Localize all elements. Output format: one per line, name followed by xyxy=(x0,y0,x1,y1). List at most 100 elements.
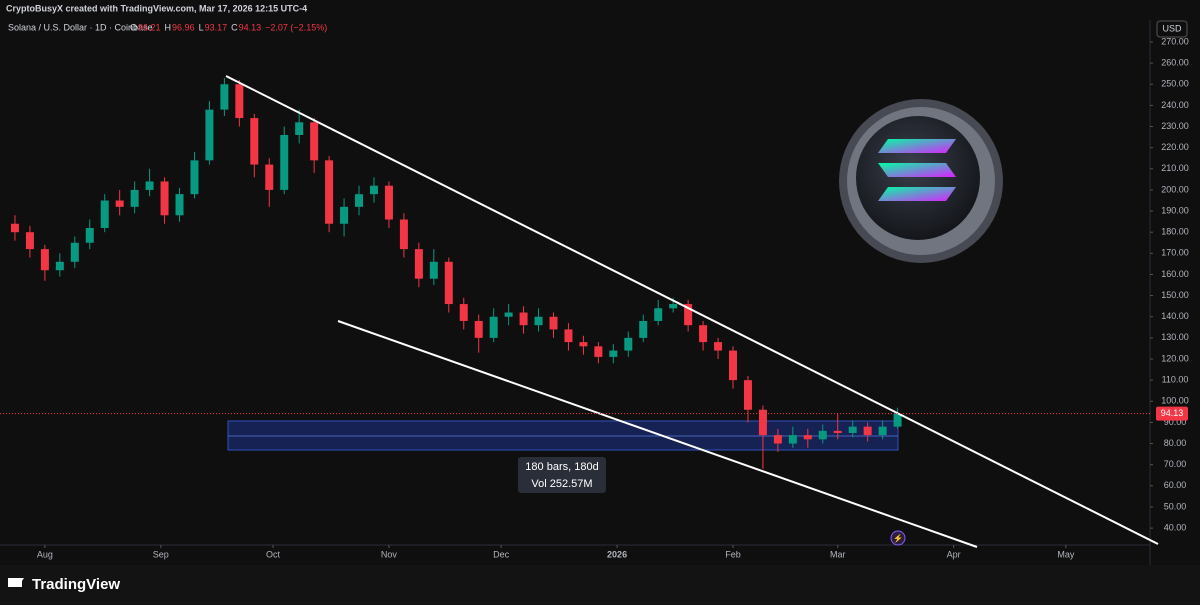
lower-trendline xyxy=(337,320,978,548)
candle-body xyxy=(459,304,468,321)
y-tick-label: 50.00 xyxy=(1164,501,1187,511)
candle-body xyxy=(295,122,304,135)
candle-body xyxy=(10,223,19,233)
candle-body xyxy=(145,181,154,190)
y-tick-label: 220.00 xyxy=(1161,142,1189,152)
candle-body xyxy=(70,242,79,262)
candle-body xyxy=(714,342,723,351)
candle-body xyxy=(729,350,738,381)
candle-body xyxy=(474,320,483,338)
candle-body xyxy=(175,194,184,216)
currency-label: USD xyxy=(1162,23,1182,33)
candle-body xyxy=(669,304,678,309)
y-tick-label: 70.00 xyxy=(1164,459,1187,469)
y-tick-label: 160.00 xyxy=(1161,269,1189,279)
candle-body xyxy=(369,185,378,195)
candle-body xyxy=(399,219,408,250)
candle-body xyxy=(429,261,438,279)
candle-body xyxy=(444,261,453,305)
legend-value: 96.21 xyxy=(138,22,161,32)
candle-body xyxy=(818,430,827,440)
candle-body xyxy=(100,200,109,228)
y-tick-label: 120.00 xyxy=(1161,353,1189,363)
candle-body xyxy=(893,413,902,427)
legend-value: 93.17 xyxy=(205,22,228,32)
candle-body xyxy=(773,435,782,444)
candle-body xyxy=(325,160,334,224)
candle-body xyxy=(624,337,633,351)
y-tick-label: 80.00 xyxy=(1164,438,1187,448)
y-tick-label: 90.00 xyxy=(1164,417,1187,427)
measure-volume: Vol 252.57M xyxy=(531,478,592,490)
candle-body xyxy=(25,232,34,250)
candle-body xyxy=(190,160,199,195)
legend-key: H xyxy=(165,22,172,32)
candle-body xyxy=(699,325,708,343)
legend-key: O xyxy=(130,22,137,32)
last-price-label: 94.13 xyxy=(1161,408,1184,418)
y-tick-label: 240.00 xyxy=(1161,100,1189,110)
alert-icon[interactable] xyxy=(890,530,906,546)
candle-body xyxy=(684,304,693,326)
candle-body xyxy=(549,316,558,330)
candle-body xyxy=(489,316,498,338)
y-tick-label: 40.00 xyxy=(1164,522,1187,532)
legend-value: 94.13 xyxy=(239,22,262,32)
measure-box xyxy=(518,457,606,493)
x-tick-label: May xyxy=(1057,549,1075,559)
candle-body xyxy=(848,426,857,433)
x-tick-label: Apr xyxy=(947,549,961,559)
y-tick-label: 260.00 xyxy=(1161,57,1189,67)
x-tick-label: Feb xyxy=(725,549,741,559)
attribution: CryptoBusyX created with TradingView.com… xyxy=(6,3,307,13)
candle-body xyxy=(414,249,423,279)
x-tick-label: Oct xyxy=(266,549,281,559)
brand-name: TradingView xyxy=(32,576,120,593)
brand xyxy=(8,578,24,587)
legend-value: 96.96 xyxy=(172,22,195,32)
y-tick-label: 130.00 xyxy=(1161,332,1189,342)
y-tick-label: 190.00 xyxy=(1161,205,1189,215)
y-tick-label: 180.00 xyxy=(1161,227,1189,237)
candle-body xyxy=(833,430,842,433)
candle-body xyxy=(310,122,319,161)
y-tick-label: 250.00 xyxy=(1161,79,1189,89)
candle-body xyxy=(878,426,887,436)
candle-body xyxy=(579,342,588,347)
candle-body xyxy=(220,84,229,110)
candle-body xyxy=(594,346,603,357)
candle-body xyxy=(235,84,244,119)
ohlc-legend: O 96.21 H 96.96 L 93.17 C 94.13 −2.07 (−2.15%) xyxy=(130,22,327,32)
y-tick-label: 110.00 xyxy=(1162,375,1189,385)
currency-button[interactable] xyxy=(1156,20,1188,38)
candle-body xyxy=(280,134,289,190)
y-tick-label: 140.00 xyxy=(1161,311,1189,321)
candle-body xyxy=(115,200,124,207)
y-tick-label: 170.00 xyxy=(1161,248,1189,258)
candle-body xyxy=(743,380,752,410)
footer xyxy=(0,565,1200,605)
y-tick-label: 230.00 xyxy=(1161,121,1189,131)
candle-body xyxy=(384,185,393,220)
legend-change: −2.07 (−2.15%) xyxy=(265,22,327,32)
symbol-title: Solana / U.S. Dollar · 1D · Coinbase xyxy=(8,22,153,32)
candle-body xyxy=(758,409,767,436)
candle-body xyxy=(85,227,94,243)
solana-logo xyxy=(839,99,1003,263)
y-tick-label: 210.00 xyxy=(1161,163,1189,173)
x-tick-label: Nov xyxy=(381,549,398,559)
candle-body xyxy=(519,312,528,326)
candle-body xyxy=(788,435,797,444)
candle-body xyxy=(863,426,872,436)
candle-body xyxy=(504,312,513,317)
y-tick-label: 150.00 xyxy=(1161,290,1189,300)
y-tick-label: 60.00 xyxy=(1164,480,1187,490)
candle-body xyxy=(355,194,364,207)
legend-key: L xyxy=(199,22,204,32)
x-tick-label: Aug xyxy=(37,549,53,559)
y-tick-label: 200.00 xyxy=(1161,184,1189,194)
candle-body xyxy=(205,109,214,161)
